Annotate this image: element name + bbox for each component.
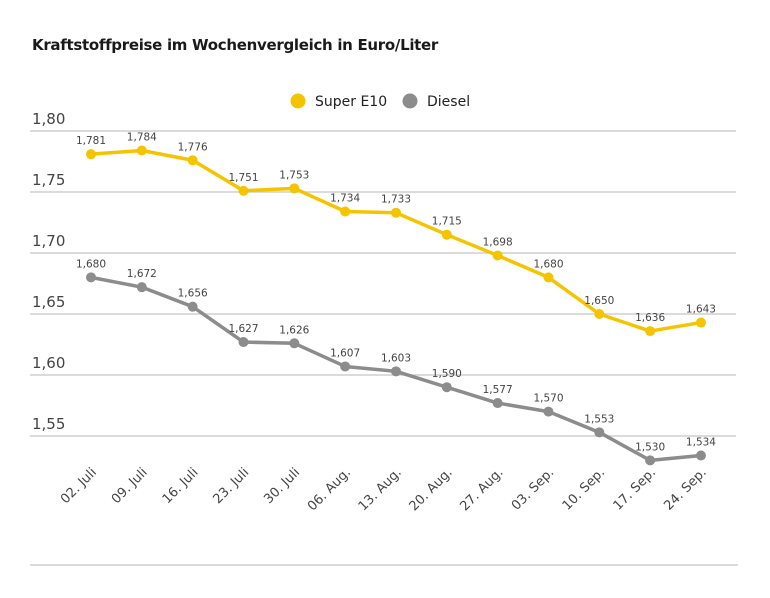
data-label: 1,534 — [686, 437, 716, 449]
data-point — [340, 361, 351, 372]
data-point — [136, 282, 147, 293]
data-point — [441, 382, 452, 393]
legend-marker-0 — [290, 93, 306, 109]
data-label: 1,570 — [533, 393, 563, 405]
data-label: 1,680 — [533, 258, 563, 270]
data-label: 1,577 — [483, 384, 513, 396]
data-label: 1,636 — [635, 312, 665, 324]
data-point — [289, 338, 300, 349]
data-label: 1,680 — [76, 258, 106, 270]
data-point — [238, 185, 249, 196]
data-point — [645, 455, 656, 466]
chart-title: Kraftstoffpreise im Wochenvergleich in E… — [32, 36, 439, 54]
data-point — [390, 207, 401, 218]
data-label: 1,672 — [127, 268, 157, 280]
data-label: 1,530 — [635, 441, 665, 453]
data-point — [187, 301, 198, 312]
data-point — [543, 406, 554, 417]
x-tick-label: 06. Aug. — [305, 465, 354, 514]
x-tick-label: 09. Juli — [109, 465, 151, 507]
data-label: 1,590 — [432, 368, 462, 380]
data-point — [492, 250, 503, 261]
x-tick-label: 30. Juli — [261, 465, 303, 507]
data-label: 1,607 — [330, 347, 360, 359]
x-tick-label: 24. Sep. — [661, 465, 709, 513]
data-label: 1,753 — [279, 169, 309, 181]
data-point — [86, 272, 96, 283]
data-label: 1,734 — [330, 193, 360, 205]
data-point — [594, 309, 605, 319]
data-point — [187, 155, 198, 166]
data-label: 1,643 — [686, 304, 716, 316]
x-tick-label: 23. Juli — [211, 465, 253, 507]
y-tick-label: 1,75 — [32, 171, 65, 189]
x-tick-label: 03. Sep. — [509, 465, 557, 513]
x-tick-label: 20. Aug. — [407, 465, 456, 514]
data-point — [695, 317, 706, 328]
data-point — [645, 326, 656, 337]
data-label: 1,715 — [432, 216, 462, 228]
data-label: 1,784 — [127, 132, 157, 144]
legend-marker-1 — [402, 93, 418, 109]
x-tick-label: 13. Aug. — [356, 465, 405, 514]
data-label: 1,553 — [584, 413, 614, 425]
data-label: 1,656 — [178, 288, 208, 300]
data-label: 1,776 — [178, 141, 208, 153]
y-tick-label: 1,60 — [32, 354, 65, 372]
data-label: 1,733 — [381, 194, 411, 206]
legend-label: Diesel — [427, 94, 470, 110]
x-tick-label: 16. Juli — [160, 465, 202, 507]
y-tick-label: 1,55 — [32, 415, 65, 433]
data-point — [543, 272, 554, 283]
data-point — [86, 149, 96, 160]
y-tick-label: 1,80 — [32, 110, 65, 128]
y-tick-label: 1,65 — [32, 293, 65, 311]
data-point — [695, 450, 706, 461]
data-label: 1,626 — [279, 324, 309, 336]
data-label: 1,603 — [381, 352, 411, 364]
data-label: 1,781 — [76, 135, 106, 147]
data-label: 1,751 — [228, 172, 258, 184]
x-tick-label: 02. Juli — [58, 465, 100, 507]
x-tick-label: 10. Sep. — [560, 465, 608, 513]
data-label: 1,698 — [483, 236, 513, 248]
y-tick-label: 1,70 — [32, 232, 65, 250]
data-label: 1,650 — [584, 295, 614, 307]
data-point — [289, 183, 300, 194]
legend-label: Super E10 — [315, 94, 387, 110]
data-point — [136, 145, 147, 156]
data-label: 1,627 — [228, 323, 258, 335]
data-point — [441, 229, 452, 240]
data-point — [390, 366, 401, 377]
data-point — [492, 398, 503, 409]
data-point — [594, 427, 605, 438]
x-tick-label: 17. Sep. — [611, 465, 659, 513]
x-tick-label: 27. Aug. — [457, 465, 506, 514]
data-point — [238, 337, 249, 348]
data-point — [340, 206, 351, 217]
